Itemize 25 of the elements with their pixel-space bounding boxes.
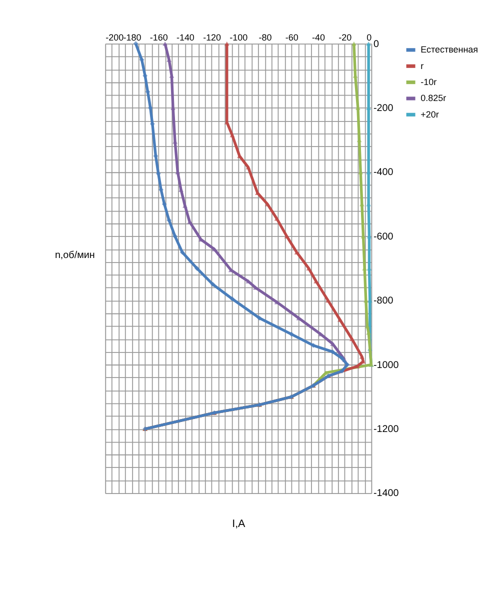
x-tick-label: -40 bbox=[312, 32, 325, 42]
x-tick-label: -100 bbox=[230, 32, 248, 42]
legend-label: +20r bbox=[420, 109, 439, 120]
y-tick-label: -600 bbox=[373, 231, 394, 242]
x-tick-label: -120 bbox=[203, 32, 222, 42]
y-tick-label: -800 bbox=[373, 296, 394, 307]
x-tick-label: -60 bbox=[285, 32, 298, 42]
y-tick-label: -200 bbox=[373, 103, 394, 114]
x-tick-label: 0 bbox=[366, 32, 372, 42]
legend-label: Естественная bbox=[420, 44, 478, 55]
y-axis-title: n,об/мин bbox=[54, 250, 95, 262]
legend-label: -10r bbox=[420, 76, 437, 87]
x-tick-label: -160 bbox=[150, 32, 168, 42]
x-tick-label: -180 bbox=[123, 32, 142, 42]
x-tick-label: -140 bbox=[176, 32, 194, 42]
y-tick-label: -1400 bbox=[373, 488, 400, 500]
y-tick-label: -1200 bbox=[373, 424, 400, 436]
y-tick-label: -1000 bbox=[373, 360, 400, 371]
x-tick-label: -200 bbox=[106, 32, 124, 42]
x-tick-label: -20 bbox=[338, 32, 352, 42]
legend-label: r bbox=[420, 60, 424, 71]
legend-label: 0.825r bbox=[420, 93, 446, 104]
x-tick-label: -80 bbox=[258, 32, 272, 42]
x-axis-title: I,A bbox=[232, 518, 246, 530]
y-tick-label: -400 bbox=[373, 167, 394, 178]
